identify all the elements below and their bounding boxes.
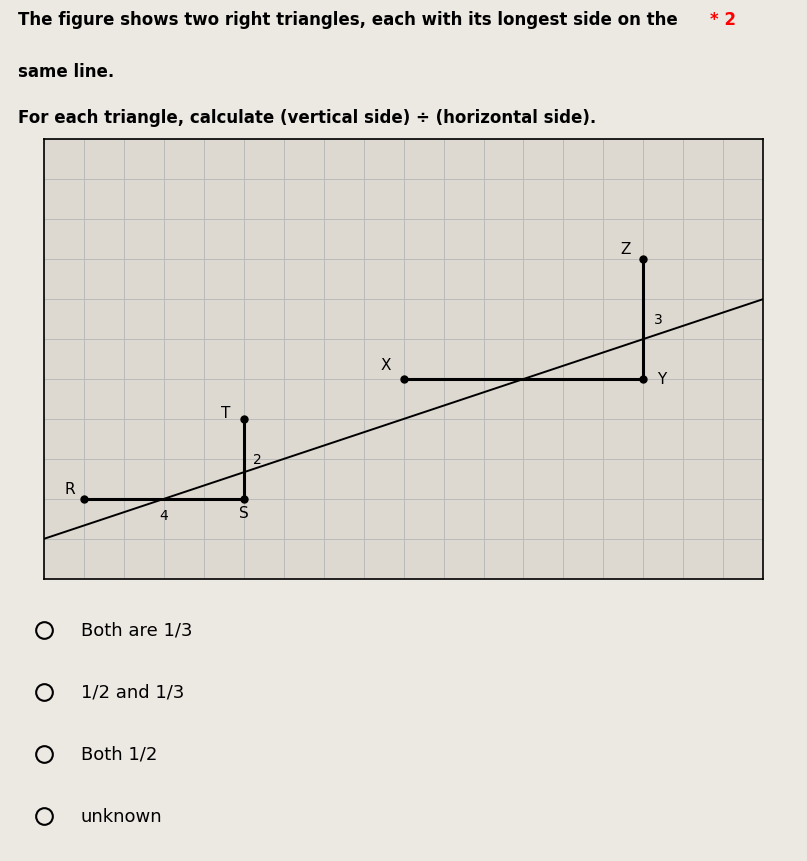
Text: 1/2 and 1/3: 1/2 and 1/3	[81, 683, 184, 701]
Text: X: X	[380, 358, 391, 373]
Text: The figure shows two right triangles, each with its longest side on the: The figure shows two right triangles, ea…	[18, 11, 678, 29]
Text: For each triangle, calculate (vertical side) ÷ (horizontal side).: For each triangle, calculate (vertical s…	[18, 109, 596, 127]
Text: Both 1/2: Both 1/2	[81, 745, 157, 763]
Text: R: R	[65, 482, 75, 497]
Text: * 2: * 2	[710, 11, 736, 29]
Text: 3: 3	[654, 313, 663, 326]
Text: Y: Y	[657, 372, 666, 387]
Text: same line.: same line.	[18, 63, 114, 81]
Text: Z: Z	[621, 242, 631, 257]
Text: T: T	[221, 406, 230, 421]
Text: 2: 2	[253, 453, 262, 467]
Text: S: S	[239, 506, 249, 521]
Text: unknown: unknown	[81, 807, 162, 825]
Text: 4: 4	[159, 508, 168, 523]
Text: Both are 1/3: Both are 1/3	[81, 621, 192, 639]
